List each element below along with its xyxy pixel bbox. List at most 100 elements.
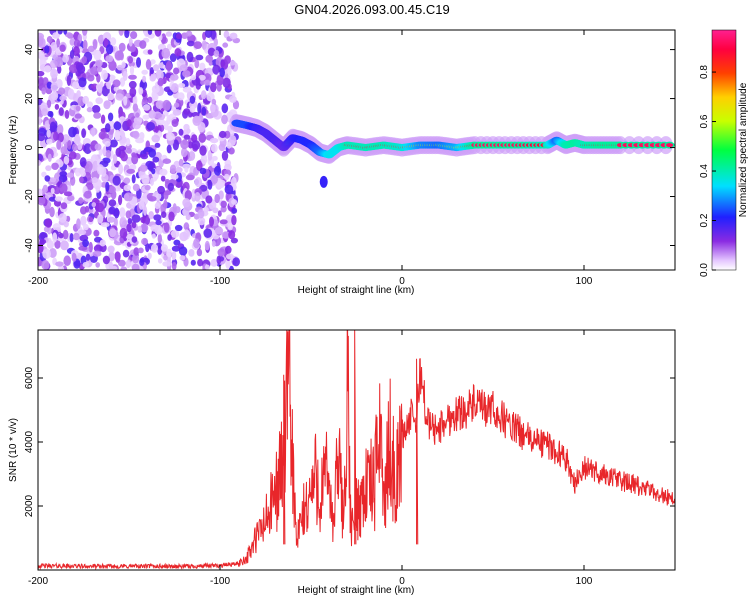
noise-speckle	[118, 194, 123, 206]
noise-speckle	[42, 248, 51, 260]
noise-speckle	[54, 56, 64, 68]
noise-speckle	[172, 203, 177, 214]
noise-speckle	[57, 132, 64, 143]
noise-speckle	[58, 107, 64, 116]
noise-speckle	[132, 130, 140, 139]
noise-speckle	[56, 140, 62, 150]
noise-speckle	[228, 230, 236, 240]
noise-speckle	[63, 220, 69, 228]
noise-speckle	[223, 30, 230, 39]
noise-speckle	[82, 261, 90, 268]
noise-speckle	[186, 40, 195, 47]
noise-speckle	[92, 250, 102, 257]
noise-speckle	[199, 62, 206, 71]
noise-speckle	[199, 145, 207, 156]
heatmap-x-tick-label: 100	[576, 276, 593, 287]
noise-speckle	[155, 219, 162, 226]
noise-speckle	[108, 199, 117, 207]
noise-speckle	[186, 128, 191, 134]
noise-speckle	[63, 191, 73, 197]
noise-speckle	[194, 192, 201, 202]
noise-speckle	[50, 81, 58, 92]
noise-speckle	[147, 96, 153, 104]
noise-speckle	[94, 143, 102, 151]
noise-speckle	[38, 188, 43, 196]
noise-speckle	[199, 167, 207, 175]
noise-speckle	[73, 135, 81, 145]
noise-speckle	[41, 108, 48, 116]
noise-speckle	[230, 237, 238, 244]
noise-speckle	[46, 138, 53, 145]
noise-speckle	[105, 150, 112, 159]
noise-speckle	[138, 87, 144, 95]
noise-speckle	[221, 103, 229, 114]
noise-speckle	[58, 174, 68, 183]
noise-speckle	[157, 185, 166, 195]
noise-speckle	[133, 247, 140, 256]
noise-speckle	[132, 121, 141, 130]
noise-speckle	[155, 69, 164, 81]
noise-speckle	[148, 211, 154, 220]
noise-speckle	[48, 196, 57, 202]
noise-speckle	[181, 147, 188, 158]
noise-speckle	[161, 211, 167, 219]
heatmap-x-tick-label: -100	[210, 276, 230, 287]
noise-speckle	[149, 74, 156, 82]
noise-speckle	[109, 139, 118, 148]
noise-speckle	[221, 231, 231, 239]
noise-speckle	[126, 147, 132, 154]
noise-speckle	[82, 223, 89, 231]
noise-speckle	[93, 49, 102, 61]
noise-speckle	[189, 95, 196, 104]
noise-speckle	[53, 185, 61, 195]
noise-speckle	[232, 257, 240, 267]
noise-speckle	[130, 31, 138, 40]
noise-speckle	[219, 219, 228, 225]
noise-speckle	[115, 93, 124, 101]
noise-speckle	[95, 262, 100, 268]
noise-speckle	[58, 232, 64, 239]
noise-speckle	[41, 260, 50, 270]
noise-speckle	[165, 60, 173, 72]
noise-speckle	[100, 114, 106, 124]
noise-speckle	[59, 171, 67, 177]
noise-speckle	[137, 247, 144, 254]
noise-speckle	[48, 248, 57, 258]
colorbar-tick-label: 0.6	[699, 114, 710, 128]
heatmap-y-ticks: -40 -20 0 20 40	[24, 44, 675, 253]
noise-speckle	[183, 108, 191, 115]
snr-y-tick-label: 4000	[24, 430, 35, 453]
noise-speckle	[150, 224, 159, 232]
noise-speckle	[38, 133, 46, 142]
noise-speckle	[104, 140, 111, 147]
noise-speckle	[141, 174, 150, 185]
noise-speckle	[159, 168, 168, 176]
noise-speckle	[93, 229, 100, 237]
noise-speckle	[79, 157, 87, 168]
noise-speckle	[207, 47, 216, 56]
noise-speckle	[142, 75, 147, 83]
noise-speckle	[204, 264, 210, 270]
noise-speckle	[105, 181, 110, 192]
noise-speckle	[69, 50, 75, 59]
noise-speckle	[225, 253, 234, 260]
noise-speckle	[59, 183, 68, 194]
noise-speckle	[119, 227, 128, 239]
noise-speckle	[46, 129, 51, 138]
noise-speckle	[169, 74, 179, 81]
noise-speckle	[198, 74, 206, 81]
noise-speckle	[175, 33, 182, 40]
noise-speckle	[95, 185, 101, 193]
noise-speckle	[148, 148, 156, 158]
noise-speckle	[128, 74, 137, 80]
noise-speckle	[122, 249, 130, 258]
noise-speckle	[127, 218, 133, 225]
noise-speckle	[162, 158, 172, 164]
noise-speckle	[57, 265, 65, 270]
noise-speckle	[63, 155, 70, 165]
noise-speckle	[221, 114, 228, 125]
noise-speckle	[71, 252, 77, 262]
heatmap-frame	[37, 29, 676, 271]
noise-speckle	[201, 106, 207, 116]
